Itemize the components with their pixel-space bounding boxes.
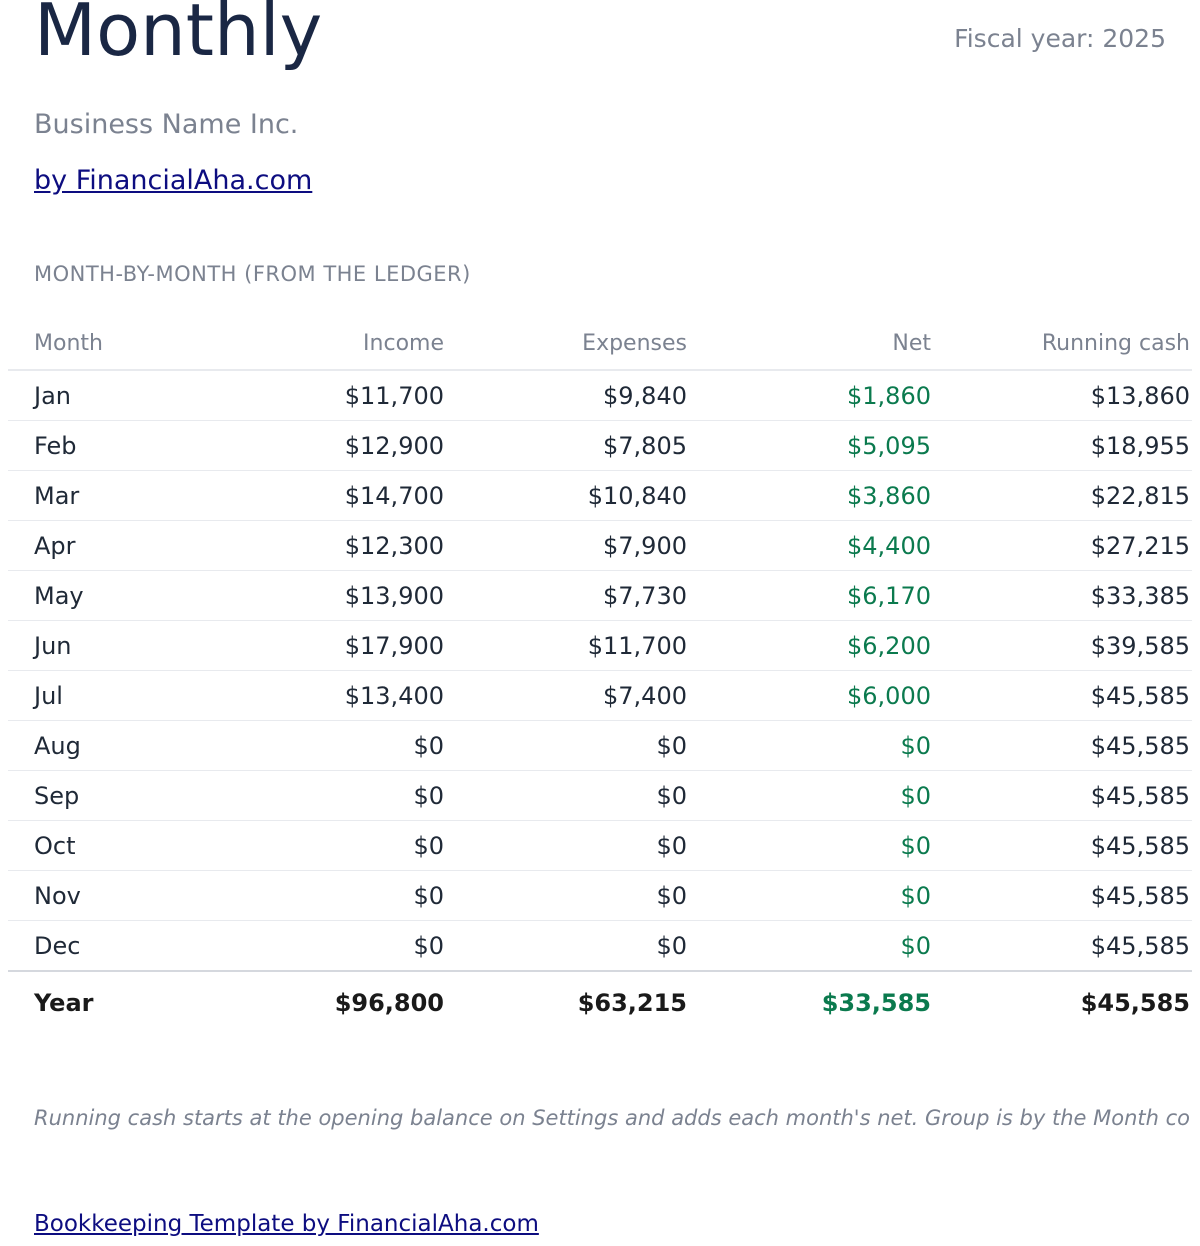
cell-net: $6,200: [687, 620, 931, 671]
cell-expenses: $7,730: [444, 570, 687, 621]
section-label: MONTH-BY-MONTH (FROM THE LEDGER): [34, 262, 471, 286]
monthly-table: Month Income Expenses Net Running cash J…: [8, 318, 1192, 1034]
cell-expenses: $0: [444, 770, 687, 821]
table-row: Sep $0 $0 $0 $45,585: [8, 770, 1192, 821]
header-month: Month: [8, 318, 204, 371]
cell-expenses: $0: [444, 720, 687, 771]
cell-month: Jan: [8, 370, 204, 421]
table-row: Feb $12,900 $7,805 $5,095 $18,955: [8, 420, 1192, 471]
header-running-cash: Running cash: [931, 318, 1192, 371]
cell-running-cash: $45,585: [931, 870, 1192, 921]
total-running-cash: $45,585: [1080, 989, 1190, 1017]
cell-month: Aug: [8, 720, 204, 771]
cell-income: $0: [204, 820, 444, 871]
total-net: $33,585: [821, 989, 931, 1017]
footnote: Running cash starts at the opening balan…: [34, 1106, 1190, 1130]
cell-running-cash: $45,585: [931, 720, 1192, 771]
header-expenses: Expenses: [444, 318, 687, 371]
table-row: Nov $0 $0 $0 $45,585: [8, 870, 1192, 921]
cell-expenses: $11,700: [444, 620, 687, 671]
cell-net: $5,095: [687, 420, 931, 471]
cell-net: $0: [687, 870, 931, 921]
cell-income: $12,900: [204, 420, 444, 471]
cell-month: Apr: [8, 520, 204, 571]
cell-net: $0: [687, 820, 931, 871]
header-income: Income: [204, 318, 444, 371]
cell-running-cash: $33,385: [931, 570, 1192, 621]
cell-net: $4,400: [687, 520, 931, 571]
cell-expenses: $0: [444, 820, 687, 871]
cell-expenses: $0: [444, 920, 687, 972]
cell-month: Jul: [8, 670, 204, 721]
cell-net: $1,860: [687, 370, 931, 421]
cell-expenses: $7,805: [444, 420, 687, 471]
cell-expenses: $0: [444, 870, 687, 921]
page-title: Monthly: [34, 0, 323, 72]
cell-income: $13,900: [204, 570, 444, 621]
cell-income: $0: [204, 920, 444, 972]
cell-net: $0: [687, 770, 931, 821]
year-total-row: Year $96,800 $63,215 $33,585 $45,585: [8, 971, 1192, 1034]
cell-net: $0: [687, 920, 931, 972]
cell-month: Sep: [8, 770, 204, 821]
cell-month: Jun: [8, 620, 204, 671]
table-row: Aug $0 $0 $0 $45,585: [8, 720, 1192, 771]
cell-running-cash: $27,215: [931, 520, 1192, 571]
cell-month: Oct: [8, 820, 204, 871]
table-body: Jan $11,700 $9,840 $1,860 $13,860 Feb $12,900 $…: [8, 370, 1192, 972]
table-header-row: Month Income Expenses Net Running cash: [8, 318, 1192, 371]
cell-expenses: $9,840: [444, 370, 687, 421]
table-row: Dec $0 $0 $0 $45,585: [8, 920, 1192, 972]
cell-month: Feb: [8, 420, 204, 471]
cell-expenses: $7,400: [444, 670, 687, 721]
cell-running-cash: $22,815: [931, 470, 1192, 521]
cell-income: $13,400: [204, 670, 444, 721]
total-label: Year: [34, 989, 94, 1017]
cell-net: $6,170: [687, 570, 931, 621]
total-expenses: $63,215: [577, 989, 687, 1017]
cell-month: Dec: [8, 920, 204, 972]
header-net: Net: [687, 318, 931, 371]
total-income: $96,800: [334, 989, 444, 1017]
cell-running-cash: $39,585: [931, 620, 1192, 671]
table-row: Jul $13,400 $7,400 $6,000 $45,585: [8, 670, 1192, 721]
by-financialaha-link[interactable]: by FinancialAha.com: [34, 165, 313, 196]
cell-month: Mar: [8, 470, 204, 521]
table-row: Apr $12,300 $7,900 $4,400 $27,215: [8, 520, 1192, 571]
table-row: Oct $0 $0 $0 $45,585: [8, 820, 1192, 871]
cell-income: $14,700: [204, 470, 444, 521]
cell-month: May: [8, 570, 204, 621]
cell-running-cash: $45,585: [931, 670, 1192, 721]
cell-running-cash: $18,955: [931, 420, 1192, 471]
cell-month: Nov: [8, 870, 204, 921]
cell-income: $0: [204, 770, 444, 821]
table-row: Jun $17,900 $11,700 $6,200 $39,585: [8, 620, 1192, 671]
cell-net: $6,000: [687, 670, 931, 721]
cell-income: $0: [204, 870, 444, 921]
cell-running-cash: $45,585: [931, 770, 1192, 821]
footer-template-link[interactable]: Bookkeeping Template by FinancialAha.com: [34, 1211, 539, 1237]
cell-income: $12,300: [204, 520, 444, 571]
cell-income: $11,700: [204, 370, 444, 421]
cell-running-cash: $45,585: [931, 820, 1192, 871]
table-row: Jan $11,700 $9,840 $1,860 $13,860: [8, 370, 1192, 421]
cell-running-cash: $45,585: [931, 920, 1192, 972]
business-name: Business Name Inc.: [34, 109, 299, 140]
cell-income: $17,900: [204, 620, 444, 671]
fiscal-year-label: Fiscal year: 2025: [954, 24, 1166, 53]
cell-running-cash: $13,860: [931, 370, 1192, 421]
cell-net: $0: [687, 720, 931, 771]
table-row: May $13,900 $7,730 $6,170 $33,385: [8, 570, 1192, 621]
table-row: Mar $14,700 $10,840 $3,860 $22,815: [8, 470, 1192, 521]
monthly-table-container: Month Income Expenses Net Running cash J…: [8, 318, 1192, 1034]
cell-income: $0: [204, 720, 444, 771]
cell-net: $3,860: [687, 470, 931, 521]
cell-expenses: $10,840: [444, 470, 687, 521]
cell-expenses: $7,900: [444, 520, 687, 571]
